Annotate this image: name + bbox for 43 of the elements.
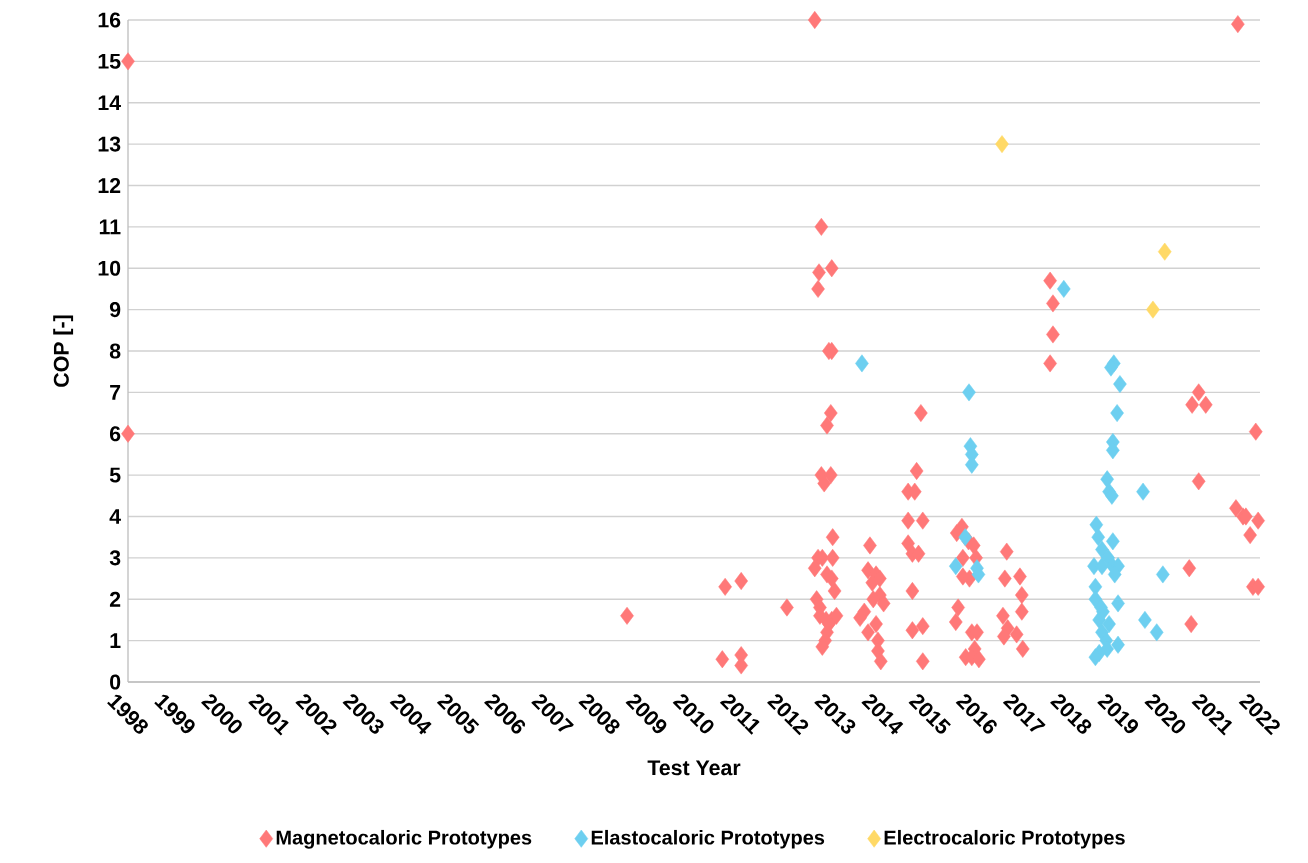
x-axis-title: Test Year [647,760,741,776]
y-tick-label: 15 [98,53,121,69]
point [1110,404,1124,422]
point [1146,300,1160,319]
point [995,135,1009,154]
point [949,557,963,576]
point [1149,623,1164,642]
point [1111,594,1125,613]
point [1057,280,1071,298]
y-tick-label: 1 [110,633,121,648]
point [1157,242,1172,261]
y-tick-label: 3 [109,550,121,566]
y-tick-label: 0 [110,674,121,690]
y-tick-label: 13 [98,136,121,152]
point [855,354,869,373]
y-tick-label: 12 [98,178,121,193]
y-tick-label: 11 [99,219,121,235]
y-tick-label: 5 [109,467,121,483]
y-tick-label: 4 [109,509,121,524]
y-tick-label: 16 [98,12,121,28]
point [1156,565,1170,584]
point [1102,615,1116,634]
y-tick-label: 8 [109,343,121,359]
y-axis-title: COP [-] [53,315,74,387]
point [1138,611,1152,629]
y-tick-label: 14 [98,95,121,111]
point [1113,375,1127,394]
y-tick-label: 6 [109,426,121,442]
point [1104,358,1118,377]
y-tick-label: 9 [109,302,121,318]
legend-label: Elastocaloric Prototypes [591,829,825,849]
point [1088,648,1103,667]
point [1105,486,1119,505]
point [1111,635,1125,654]
legend-label: Magnetocaloric Prototypes [276,829,532,849]
point [1106,532,1120,551]
point [1091,528,1105,547]
y-tick-label: 2 [109,591,121,607]
y-tick-label: 10 [98,260,121,276]
point [1136,482,1150,501]
y-tick-label: 7 [110,385,121,400]
legend-label: Electrocaloric Prototypes [884,829,1125,849]
point [962,383,976,402]
